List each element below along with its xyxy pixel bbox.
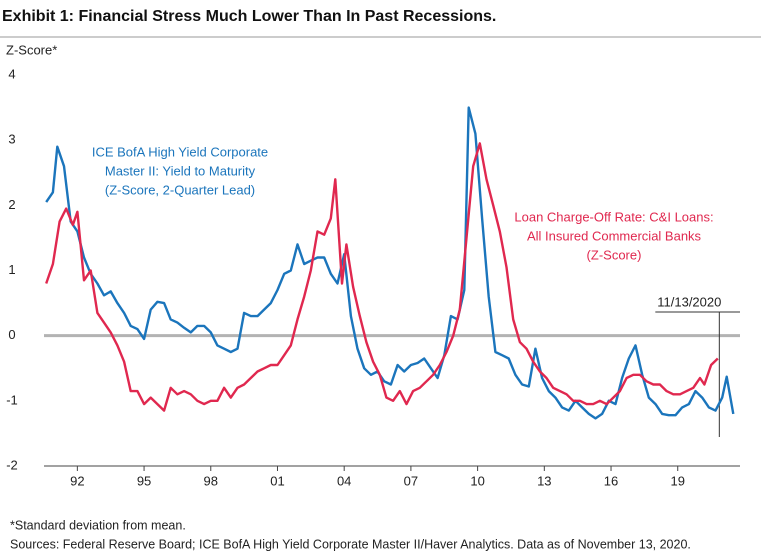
x-tick-label: 92	[70, 473, 84, 488]
x-tick-label: 16	[604, 473, 618, 488]
y-tick-label: -2	[6, 457, 18, 472]
source: Sources: Federal Reserve Board; ICE BofA…	[10, 537, 691, 551]
annotation-label: 11/13/2020	[657, 294, 721, 309]
y-tick-label: 2	[8, 197, 15, 212]
y-tick-label: -1	[6, 392, 18, 407]
y-axis-label: Z-Score*	[6, 42, 57, 57]
y-tick-label: 1	[8, 262, 15, 277]
footnote: *Standard deviation from mean.	[10, 518, 186, 532]
x-tick-label: 10	[470, 473, 484, 488]
x-tick-label: 95	[137, 473, 151, 488]
y-tick-label: 3	[8, 132, 15, 147]
y-tick-label: 4	[8, 66, 15, 81]
x-tick-label: 01	[270, 473, 284, 488]
legend-label: (Z-Score, 2-Quarter Lead)	[105, 182, 255, 197]
series-line	[45, 106, 735, 420]
x-tick-label: 13	[537, 473, 551, 488]
legend-label: Loan Charge-Off Rate: C&I Loans:	[514, 209, 713, 224]
legend-label: Master II: Yield to Maturity	[105, 163, 256, 178]
x-tick-label: 04	[337, 473, 351, 488]
x-tick-label: 19	[671, 473, 685, 488]
x-tick-label: 07	[404, 473, 418, 488]
y-tick-label: 0	[8, 327, 15, 342]
legend-label: ICE BofA High Yield Corporate	[92, 144, 268, 159]
legend-label: (Z-Score)	[587, 247, 642, 262]
x-tick-label: 98	[204, 473, 218, 488]
series-line	[45, 142, 719, 412]
legend-label: All Insured Commercial Banks	[527, 228, 702, 243]
chart-title: Exhibit 1: Financial Stress Much Lower T…	[2, 8, 496, 25]
